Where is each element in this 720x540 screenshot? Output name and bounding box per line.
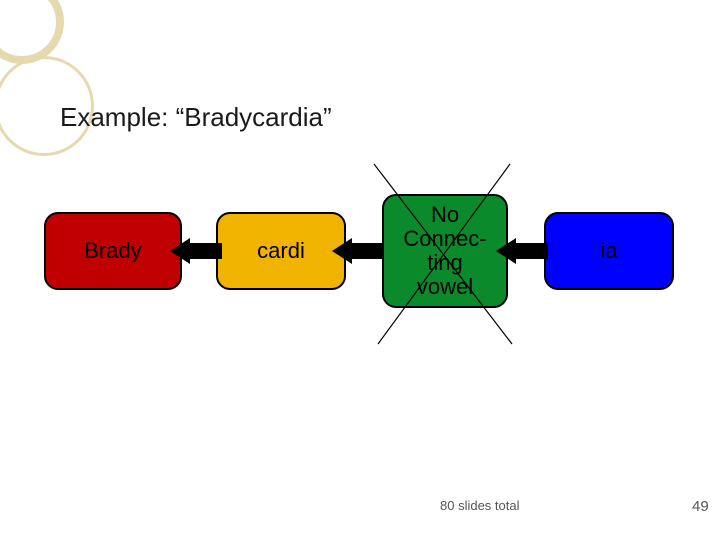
arrow-body — [516, 243, 548, 259]
arrow-head-icon — [496, 238, 516, 264]
box-cardi-label: cardi — [257, 239, 305, 263]
box-novowel-label: NoConnec-tingvowel — [399, 201, 490, 302]
slide-title: Example: “Bradycardia” — [60, 102, 332, 133]
box-brady: Brady — [44, 212, 182, 290]
arrow-body — [190, 243, 222, 259]
footer-page-number: 49 — [692, 498, 709, 515]
arrow-body — [352, 243, 384, 259]
arrow-to-novowel — [496, 238, 548, 264]
arrow-to-cardi — [332, 238, 384, 264]
footer-slide-total: 80 slides total — [440, 498, 520, 513]
arrow-head-icon — [332, 238, 352, 264]
box-cardi: cardi — [216, 212, 346, 290]
arrow-head-icon — [170, 238, 190, 264]
corner-circle-1 — [0, 0, 64, 64]
box-brady-label: Brady — [84, 239, 141, 263]
box-ia: ia — [544, 212, 674, 290]
box-ia-label: ia — [600, 239, 617, 263]
arrow-to-brady — [170, 238, 222, 264]
box-novowel: NoConnec-tingvowel — [382, 194, 508, 308]
